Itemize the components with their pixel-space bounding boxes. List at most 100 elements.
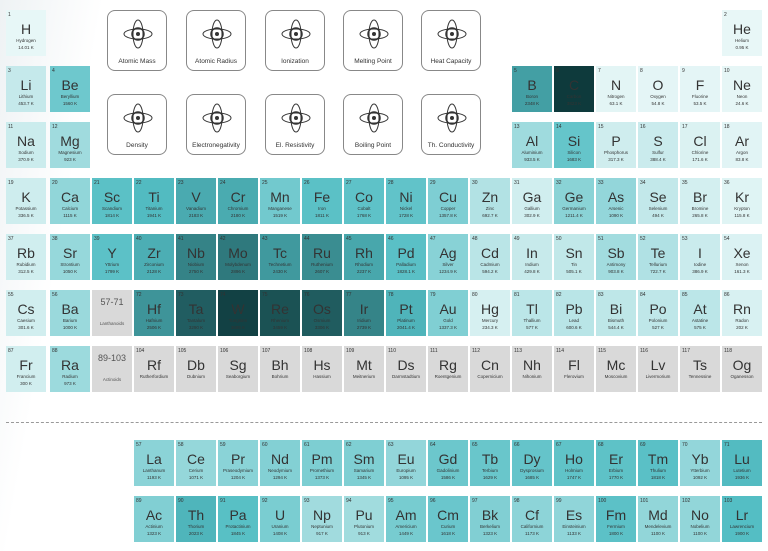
element-cell[interactable]: 84 Po Polonium 527 K — [638, 290, 678, 336]
element-cell[interactable]: 82 Pb Lead 600.6 K — [554, 290, 594, 336]
property-button[interactable]: Boiling Point — [343, 94, 403, 155]
element-cell[interactable]: 83 Bi Bismuth 544.4 K — [596, 290, 636, 336]
element-cell[interactable]: 8 O Oxygen 54.8 K — [638, 66, 678, 112]
element-cell[interactable]: 111 Rg Roentgenium — [428, 346, 468, 392]
element-cell[interactable]: 31 Ga Gallium 302.9 K — [512, 178, 552, 224]
element-cell[interactable]: 44 Ru Ruthenium 2607 K — [302, 234, 342, 280]
property-button[interactable]: Heat Capacity — [421, 10, 481, 71]
element-cell[interactable]: 37 Rb Rubidium 312.5 K — [6, 234, 46, 280]
element-cell[interactable]: 87 Fr Francium 300 K — [6, 346, 46, 392]
element-cell[interactable]: 76 Os Osmium 3306 K — [302, 290, 342, 336]
element-cell[interactable]: 43 Tc Technetium 2430 K — [260, 234, 300, 280]
element-cell[interactable]: 77 Ir Iridium 2739 K — [344, 290, 384, 336]
element-cell[interactable]: 58 Ce Cerium 1071 K — [176, 440, 216, 486]
element-cell[interactable]: 62 Sm Samarium 1345 K — [344, 440, 384, 486]
element-cell[interactable]: 92 U Uranium 1408 K — [260, 496, 300, 542]
element-cell[interactable]: 118 Og Oganesson — [722, 346, 762, 392]
element-cell[interactable]: 102 No Nobelium 1100 K — [680, 496, 720, 542]
element-cell[interactable]: 101 Md Mendelevium 1100 K — [638, 496, 678, 542]
element-cell[interactable]: 26 Fe Iron 1811 K — [302, 178, 342, 224]
element-cell[interactable]: 108 Hs Hassium — [302, 346, 342, 392]
element-cell[interactable]: 56 Ba Barium 1000 K — [50, 290, 90, 336]
element-cell[interactable]: 9 F Fluorine 53.5 K — [680, 66, 720, 112]
element-cell[interactable]: 51 Sb Antimony 903.8 K — [596, 234, 636, 280]
element-cell[interactable]: 115 Mc Moscovium — [596, 346, 636, 392]
element-cell[interactable]: 97 Bk Berkelium 1323 K — [470, 496, 510, 542]
element-cell[interactable]: 34 Se Selenium 494 K — [638, 178, 678, 224]
element-cell[interactable]: 22 Ti Titanium 1941 K — [134, 178, 174, 224]
element-cell[interactable]: 63 Eu Europium 1095 K — [386, 440, 426, 486]
element-cell[interactable]: 17 Cl Chlorine 171.6 K — [680, 122, 720, 168]
property-button[interactable]: Atomic Mass — [107, 10, 167, 71]
element-cell[interactable]: 55 Cs Caesium 301.6 K — [6, 290, 46, 336]
property-button[interactable]: Ionization — [265, 10, 325, 71]
element-cell[interactable]: 105 Db Dubnium — [176, 346, 216, 392]
element-cell[interactable]: 112 Cn Copernicium — [470, 346, 510, 392]
property-button[interactable]: Melting Point — [343, 10, 403, 71]
property-button[interactable]: Density — [107, 94, 167, 155]
element-cell[interactable]: 107 Bh Bohrium — [260, 346, 300, 392]
element-cell[interactable]: 71 Lu Lutetium 1936 K — [722, 440, 762, 486]
element-cell[interactable]: 59 Pr Praseodymium 1204 K — [218, 440, 258, 486]
element-cell[interactable]: 13 Al Aluminium 933.5 K — [512, 122, 552, 168]
element-cell[interactable]: 36 Kr Krypton 115.8 K — [722, 178, 762, 224]
element-cell[interactable]: 42 Mo Molybdenum 2896 K — [218, 234, 258, 280]
element-cell[interactable]: 25 Mn Manganese 1519 K — [260, 178, 300, 224]
element-cell[interactable]: 67 Ho Holmium 1747 K — [554, 440, 594, 486]
element-cell[interactable]: 104 Rf Rutherfordium — [134, 346, 174, 392]
element-cell[interactable]: 99 Es Einsteinium 1133 K — [554, 496, 594, 542]
element-cell[interactable]: 65 Tb Terbium 1629 K — [470, 440, 510, 486]
element-cell[interactable]: 80 Hg Mercury 234.3 K — [470, 290, 510, 336]
property-button[interactable]: Th. Conductivity — [421, 94, 481, 155]
element-cell[interactable]: 109 Mt Meitnerium — [344, 346, 384, 392]
element-cell[interactable]: 41 Nb Niobium 2750 K — [176, 234, 216, 280]
element-cell[interactable]: 52 Te Tellurium 722.7 K — [638, 234, 678, 280]
element-cell[interactable]: 88 Ra Radium 973 K — [50, 346, 90, 392]
element-cell[interactable]: 75 Re Rhenium 3459 K — [260, 290, 300, 336]
element-cell[interactable]: 90 Th Thorium 2023 K — [176, 496, 216, 542]
element-cell[interactable]: 45 Rh Rhodium 2237 K — [344, 234, 384, 280]
element-cell[interactable]: 10 Ne Neon 24.6 K — [722, 66, 762, 112]
element-cell[interactable]: 106 Sg Seaborgium — [218, 346, 258, 392]
element-cell[interactable]: 6 C Carbon 3823 K — [554, 66, 594, 112]
element-cell[interactable]: 95 Am Americium 1449 K — [386, 496, 426, 542]
element-cell[interactable]: 18 Ar Argon 83.8 K — [722, 122, 762, 168]
property-button[interactable]: Electronegativity — [186, 94, 246, 155]
element-cell[interactable]: 64 Gd Gadolinium 1586 K — [428, 440, 468, 486]
element-cell[interactable]: 29 Cu Copper 1357.8 K — [428, 178, 468, 224]
element-cell[interactable]: 38 Sr Strontium 1050 K — [50, 234, 90, 280]
element-cell[interactable]: 91 Pa Protactinium 1845 K — [218, 496, 258, 542]
element-cell[interactable]: 72 Hf Hafnium 2506 K — [134, 290, 174, 336]
element-cell[interactable]: 113 Nh Nihonium — [512, 346, 552, 392]
element-cell[interactable]: 98 Cf Californium 1173 K — [512, 496, 552, 542]
element-cell[interactable]: 46 Pd Palladium 1828.1 K — [386, 234, 426, 280]
element-cell[interactable]: 103 Lr Lawrencium 1900 K — [722, 496, 762, 542]
element-cell[interactable]: 89 Ac Actinium 1323 K — [134, 496, 174, 542]
element-cell[interactable]: 39 Y Yttrium 1799 K — [92, 234, 132, 280]
element-cell[interactable]: 15 P Phosphorus 317.3 K — [596, 122, 636, 168]
element-cell[interactable]: 14 Si Silicon 1683 K — [554, 122, 594, 168]
element-cell[interactable]: 20 Ca Calcium 1115 K — [50, 178, 90, 224]
element-cell[interactable]: 69 Tm Thulium 1818 K — [638, 440, 678, 486]
element-cell[interactable]: 35 Br Bromine 265.8 K — [680, 178, 720, 224]
element-cell[interactable]: 3 Li Lithium 453.7 K — [6, 66, 46, 112]
element-cell[interactable]: 5 B Boron 2348 K — [512, 66, 552, 112]
element-cell[interactable]: 11 Na Sodium 370.9 K — [6, 122, 46, 168]
element-cell[interactable]: 73 Ta Tantalum 3290 K — [176, 290, 216, 336]
element-cell[interactable]: 85 At Astatine 575 K — [680, 290, 720, 336]
element-cell[interactable]: 61 Pm Promethium 1373 K — [302, 440, 342, 486]
element-cell[interactable]: 78 Pt Platinum 2041.4 K — [386, 290, 426, 336]
element-cell[interactable]: 60 Nd Neodymium 1294 K — [260, 440, 300, 486]
element-cell[interactable]: 7 N Nitrogen 63.1 K — [596, 66, 636, 112]
element-cell[interactable]: 81 Tl Thallium 577 K — [512, 290, 552, 336]
element-cell[interactable]: 1 H Hydrogen 14.01 K — [6, 10, 46, 56]
element-cell[interactable]: 96 Cm Curium 1618 K — [428, 496, 468, 542]
property-button[interactable]: El. Resistivity — [265, 94, 325, 155]
property-button[interactable]: Atomic Radius — [186, 10, 246, 71]
element-cell[interactable]: 47 Ag Silver 1234.9 K — [428, 234, 468, 280]
element-cell[interactable]: 28 Ni Nickel 1728 K — [386, 178, 426, 224]
element-cell[interactable]: 110 Ds Darmstadtium — [386, 346, 426, 392]
element-cell[interactable]: 57 La Lanthanum 1193 K — [134, 440, 174, 486]
element-cell[interactable]: 19 K Potassium 336.5 K — [6, 178, 46, 224]
element-cell[interactable]: 27 Co Cobalt 1768 K — [344, 178, 384, 224]
